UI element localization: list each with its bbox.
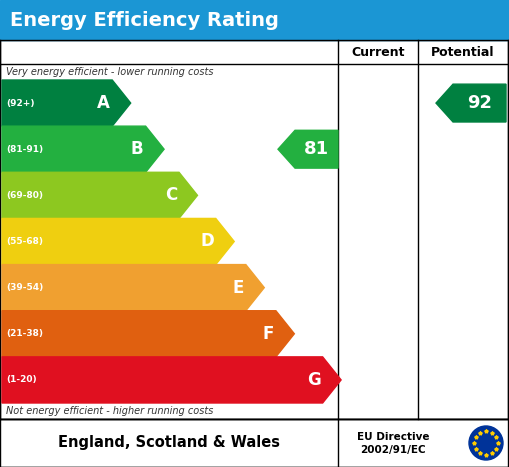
Text: Current: Current bbox=[351, 45, 405, 58]
Polygon shape bbox=[2, 265, 264, 311]
Text: (21-38): (21-38) bbox=[6, 329, 43, 338]
Text: (1-20): (1-20) bbox=[6, 375, 37, 384]
Polygon shape bbox=[2, 311, 294, 357]
Text: (92+): (92+) bbox=[6, 99, 35, 107]
Text: Potential: Potential bbox=[431, 45, 495, 58]
Text: F: F bbox=[263, 325, 274, 343]
Text: England, Scotland & Wales: England, Scotland & Wales bbox=[58, 436, 280, 451]
Text: C: C bbox=[165, 186, 177, 205]
Text: (69-80): (69-80) bbox=[6, 191, 43, 200]
Text: G: G bbox=[307, 371, 321, 389]
Text: D: D bbox=[200, 233, 214, 250]
Bar bbox=[0, 419, 508, 467]
Text: 92: 92 bbox=[467, 94, 492, 112]
Text: (55-68): (55-68) bbox=[6, 237, 43, 246]
Polygon shape bbox=[2, 219, 234, 265]
Text: (81-91): (81-91) bbox=[6, 145, 43, 154]
Text: A: A bbox=[97, 94, 110, 112]
Text: Not energy efficient - higher running costs: Not energy efficient - higher running co… bbox=[6, 406, 213, 416]
Polygon shape bbox=[2, 126, 164, 172]
Polygon shape bbox=[2, 172, 197, 219]
Bar bbox=[0, 40, 508, 419]
Circle shape bbox=[469, 426, 503, 460]
Text: Energy Efficiency Rating: Energy Efficiency Rating bbox=[10, 10, 279, 29]
Text: EU Directive: EU Directive bbox=[357, 432, 429, 442]
Bar bbox=[0, 0, 509, 40]
Text: (39-54): (39-54) bbox=[6, 283, 43, 292]
Text: 2002/91/EC: 2002/91/EC bbox=[360, 445, 426, 455]
Text: B: B bbox=[131, 140, 144, 158]
Polygon shape bbox=[2, 357, 341, 403]
Polygon shape bbox=[278, 130, 338, 168]
Text: 81: 81 bbox=[304, 140, 329, 158]
Text: E: E bbox=[233, 279, 244, 297]
Text: Very energy efficient - lower running costs: Very energy efficient - lower running co… bbox=[6, 67, 213, 77]
Polygon shape bbox=[436, 84, 506, 122]
Polygon shape bbox=[2, 80, 131, 126]
